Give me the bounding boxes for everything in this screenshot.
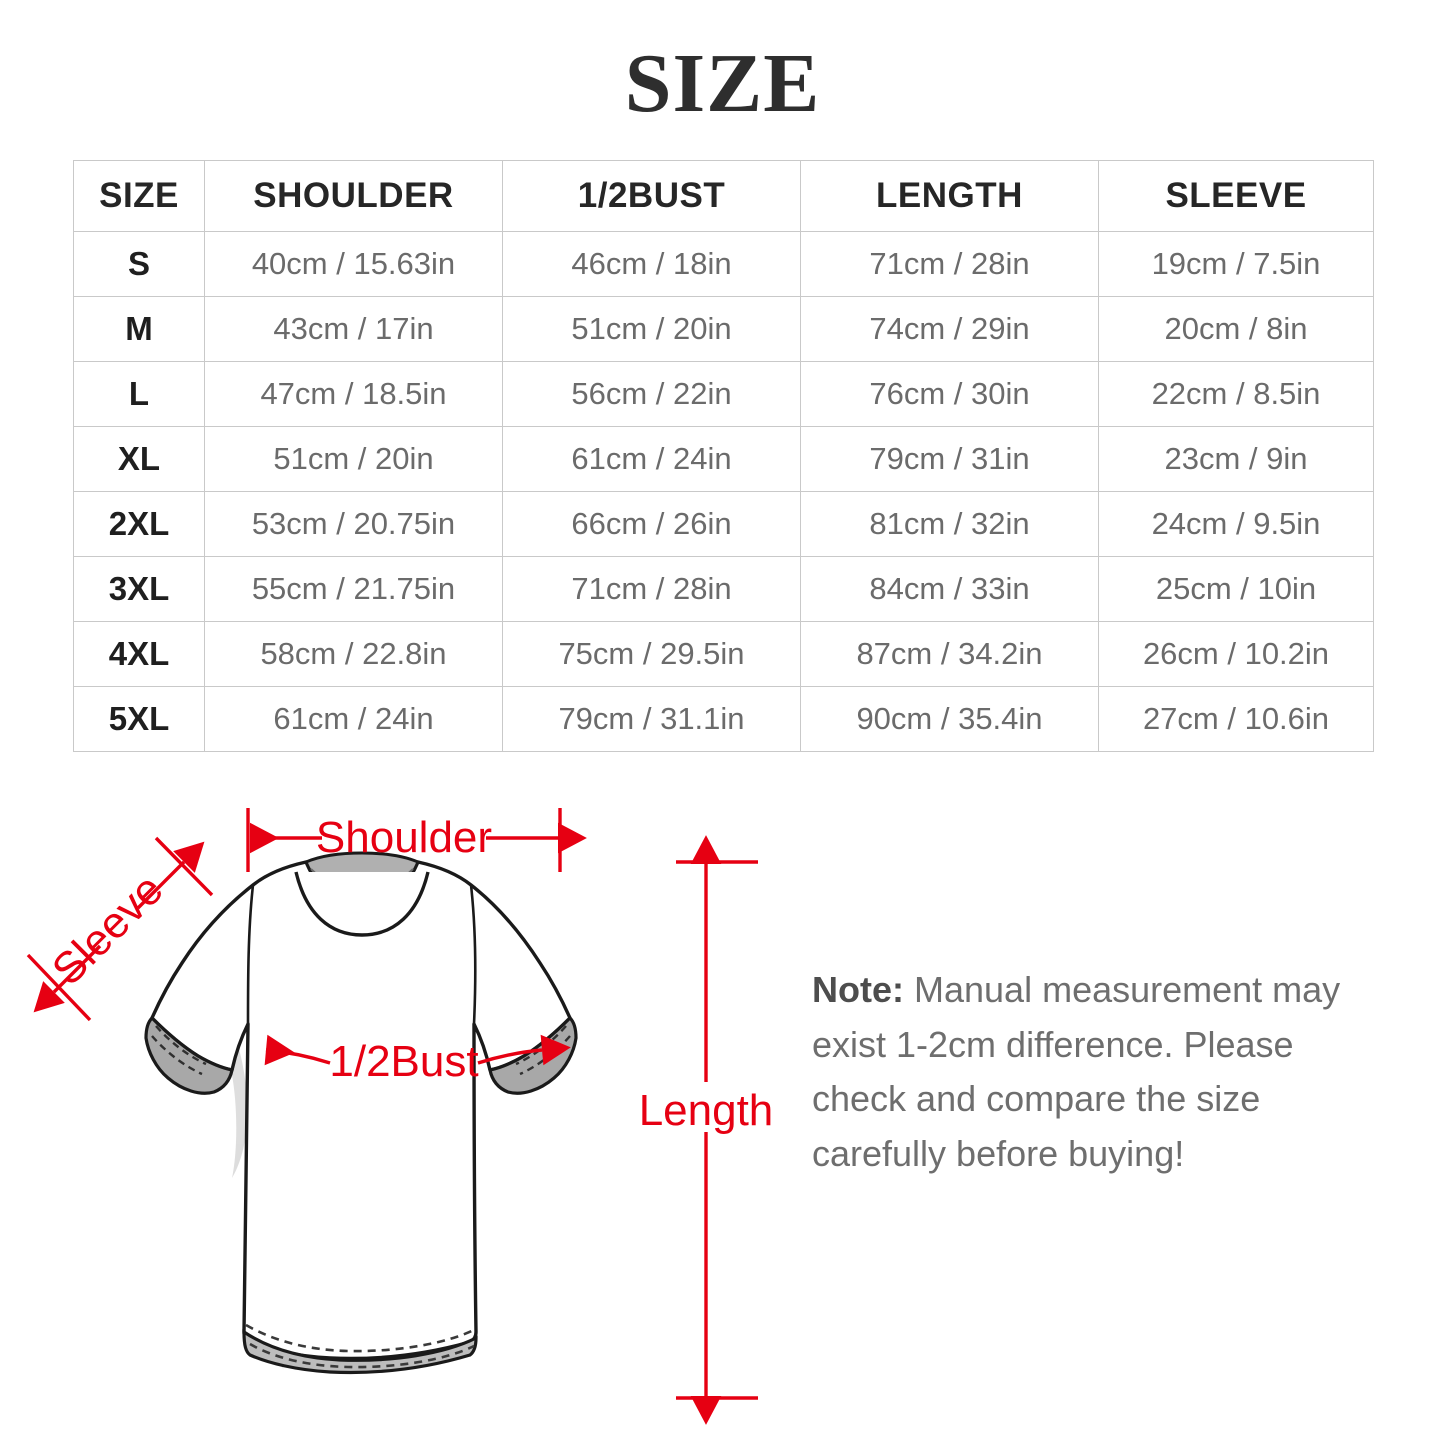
- cell-bust: 75cm / 29.5in: [502, 621, 801, 687]
- hem-stitch-lower: [249, 1342, 475, 1369]
- cell-size: XL: [73, 426, 205, 492]
- cell-size: 3XL: [73, 556, 205, 622]
- page-title: SIZE: [624, 37, 821, 130]
- measurement-diagram: Shoulder Sleeve 1/2Bust Length: [0, 780, 800, 1440]
- table-row: S 40cm / 15.63in 46cm / 18in 71cm / 28in…: [73, 231, 1374, 297]
- cell-length: 71cm / 28in: [800, 231, 1099, 297]
- table-header-row: SIZE SHOULDER 1/2BUST LENGTH SLEEVE: [73, 160, 1374, 232]
- cell-size: M: [73, 296, 205, 362]
- cell-shoulder: 43cm / 17in: [204, 296, 503, 362]
- cell-sleeve: 26cm / 10.2in: [1098, 621, 1374, 687]
- cell-shoulder: 55cm / 21.75in: [204, 556, 503, 622]
- table-row: 5XL 61cm / 24in 79cm / 31.1in 90cm / 35.…: [73, 686, 1374, 752]
- table-row: 4XL 58cm / 22.8in 75cm / 29.5in 87cm / 3…: [73, 621, 1374, 687]
- sleeve-cuff-left-stitch-1: [155, 1025, 207, 1066]
- sleeve-arrow-down: [33, 944, 102, 1013]
- cell-shoulder: 61cm / 24in: [204, 686, 503, 752]
- cell-size: S: [73, 231, 205, 297]
- sleeve-label: Sleeve: [43, 865, 173, 995]
- shoulder-seam-right: [469, 884, 477, 1025]
- cell-bust: 66cm / 26in: [502, 491, 801, 557]
- cell-bust: 79cm / 31.1in: [502, 686, 801, 752]
- sleeve-guide-upper: [154, 836, 214, 897]
- cell-shoulder: 40cm / 15.63in: [204, 231, 503, 297]
- column-header-length: LENGTH: [800, 160, 1099, 232]
- sleeve-cuff-left-stitch-2: [151, 1035, 203, 1076]
- cell-bust: 46cm / 18in: [502, 231, 801, 297]
- shoulder-label: Shoulder: [316, 813, 492, 862]
- length-label: Length: [639, 1086, 774, 1135]
- cell-length: 79cm / 31in: [800, 426, 1099, 492]
- table-row: L 47cm / 18.5in 56cm / 22in 76cm / 30in …: [73, 361, 1374, 427]
- cell-length: 90cm / 35.4in: [800, 686, 1099, 752]
- note-text: Manual measurement may exist 1-2cm diffe…: [812, 969, 1341, 1175]
- table-row: 2XL 53cm / 20.75in 66cm / 26in 81cm / 32…: [73, 491, 1374, 557]
- cell-size: 2XL: [73, 491, 205, 557]
- cell-bust: 56cm / 22in: [502, 361, 801, 427]
- column-header-bust: 1/2BUST: [502, 160, 801, 232]
- cell-bust: 61cm / 24in: [502, 426, 801, 492]
- cell-sleeve: 19cm / 7.5in: [1098, 231, 1374, 297]
- bust-arrow-left: [264, 1034, 331, 1066]
- cell-sleeve: 20cm / 8in: [1098, 296, 1374, 362]
- cell-length: 74cm / 29in: [800, 296, 1099, 362]
- cell-shoulder: 53cm / 20.75in: [204, 491, 503, 557]
- cell-length: 87cm / 34.2in: [800, 621, 1099, 687]
- bust-label: 1/2Bust: [329, 1037, 478, 1086]
- measurement-note: Note: Manual measurement may exist 1-2cm…: [812, 963, 1382, 1182]
- cell-bust: 51cm / 20in: [502, 296, 801, 362]
- cell-bust: 71cm / 28in: [502, 556, 801, 622]
- column-header-sleeve: SLEEVE: [1098, 160, 1374, 232]
- size-chart-table: SIZE SHOULDER 1/2BUST LENGTH SLEEVE S 40…: [73, 160, 1374, 752]
- cell-sleeve: 25cm / 10in: [1098, 556, 1374, 622]
- cell-length: 81cm / 32in: [800, 491, 1099, 557]
- cell-size: 5XL: [73, 686, 205, 752]
- tshirt-illustration: [144, 851, 578, 1375]
- bust-arrow-right: [477, 1034, 571, 1066]
- cell-sleeve: 22cm / 8.5in: [1098, 361, 1374, 427]
- note-label: Note:: [812, 969, 904, 1010]
- hem-stitch-upper: [245, 1323, 477, 1353]
- cell-shoulder: 47cm / 18.5in: [204, 361, 503, 427]
- table-row: M 43cm / 17in 51cm / 20in 74cm / 29in 20…: [73, 296, 1374, 362]
- cell-length: 76cm / 30in: [800, 361, 1099, 427]
- cell-size: 4XL: [73, 621, 205, 687]
- cell-shoulder: 58cm / 22.8in: [204, 621, 503, 687]
- cell-shoulder: 51cm / 20in: [204, 426, 503, 492]
- cell-size: L: [73, 361, 205, 427]
- cell-sleeve: 27cm / 10.6in: [1098, 686, 1374, 752]
- cell-length: 84cm / 33in: [800, 556, 1099, 622]
- cell-sleeve: 23cm / 9in: [1098, 426, 1374, 492]
- tshirt-neckline: [294, 871, 430, 937]
- column-header-size: SIZE: [73, 160, 205, 232]
- shoulder-seam-left: [246, 884, 255, 1025]
- sleeve-arrow-up: [136, 841, 205, 910]
- table-row: XL 51cm / 20in 61cm / 24in 79cm / 31in 2…: [73, 426, 1374, 492]
- cell-sleeve: 24cm / 9.5in: [1098, 491, 1374, 557]
- sleeve-cuff-right-stitch-1: [515, 1025, 567, 1066]
- column-header-shoulder: SHOULDER: [204, 160, 503, 232]
- table-row: 3XL 55cm / 21.75in 71cm / 28in 84cm / 33…: [73, 556, 1374, 622]
